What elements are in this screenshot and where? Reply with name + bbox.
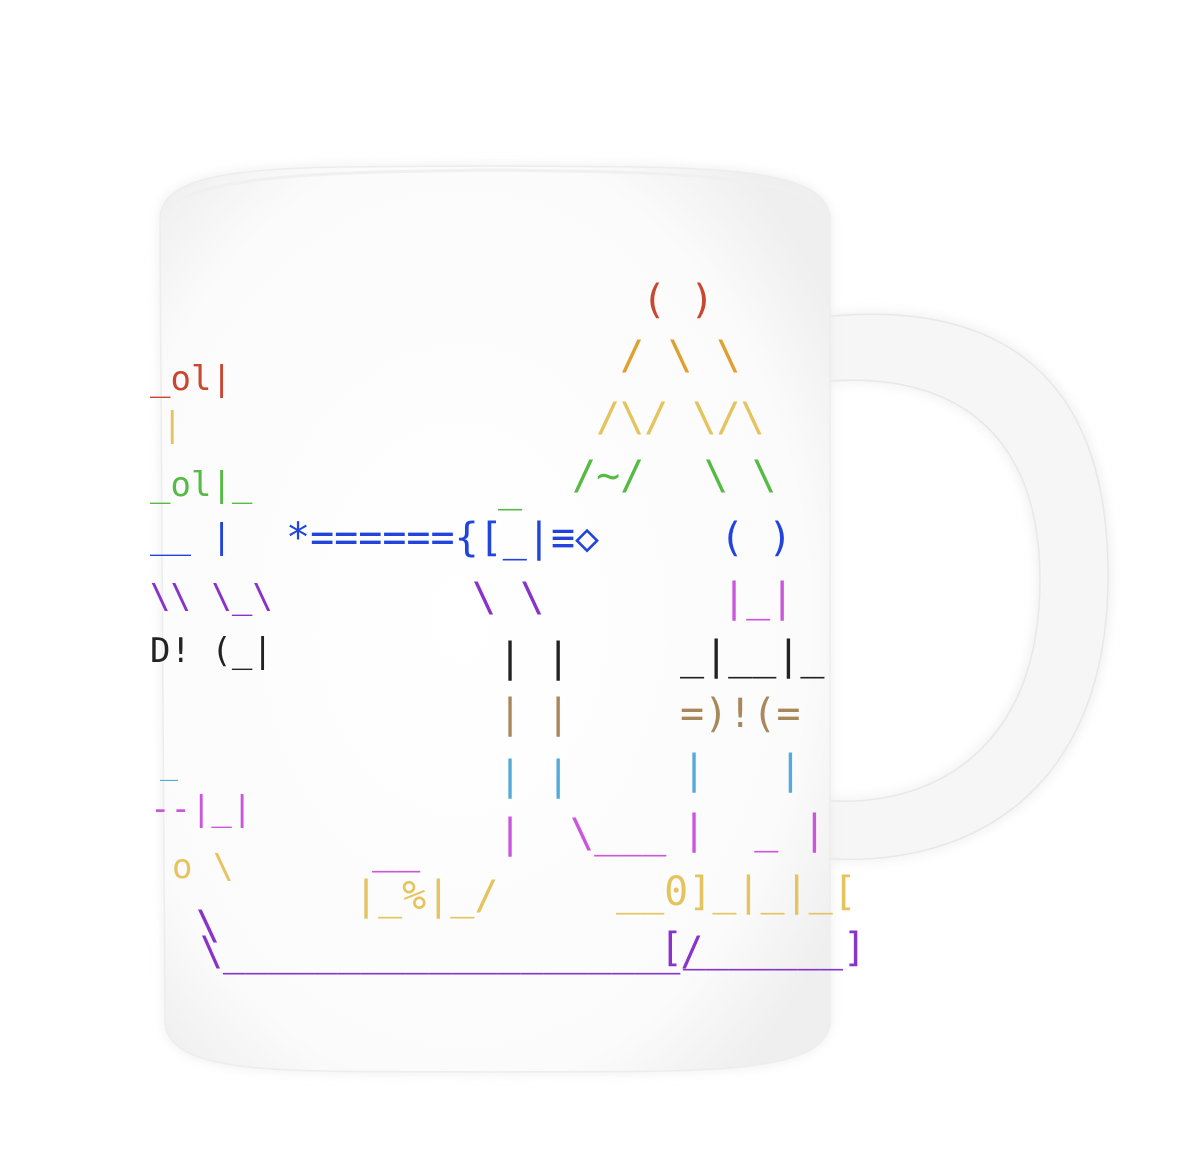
figure-arm-1: / \ \: [620, 333, 741, 379]
legs-1: \ \: [472, 575, 545, 621]
machine: __0]_|_|_[: [616, 869, 857, 915]
left-edge-line-1: _ol|: [150, 359, 232, 399]
baseline: \____________________/: [200, 929, 704, 975]
right-figure-legs-2: | _ |: [682, 807, 827, 853]
figure-hat: _: [498, 465, 523, 511]
figure-arm-3-right: \ \: [704, 453, 777, 499]
pot-top: __: [372, 827, 421, 873]
figure-arm-2: /\/ \/\: [596, 395, 765, 441]
figure-arm-3: /~/: [572, 453, 645, 499]
left-edge-line-6: D! (_|: [150, 631, 273, 671]
mug-body: [159, 165, 831, 1073]
weapon-line: *======{[_|≡◇: [286, 515, 600, 561]
left-leg: |: [498, 811, 523, 857]
left-edge-line-9: o \: [172, 847, 234, 887]
right-figure-head: ( ): [720, 515, 793, 561]
left-edge-line-10: \: [196, 903, 221, 949]
right-figure-gear: =)!(=: [680, 691, 801, 737]
legs-4: | |: [498, 753, 571, 799]
pot: |_%|_/: [354, 873, 499, 919]
right-foot: \___: [570, 811, 667, 857]
mug-rim: [164, 168, 824, 212]
left-edge-line-2: |: [162, 405, 183, 445]
left-edge-line-4: __ |: [150, 517, 232, 557]
legs-2: | |: [498, 635, 571, 681]
right-figure-bar: _|__|_: [680, 633, 825, 679]
right-figure-neck: |_|: [722, 575, 795, 621]
tray: [_______]: [660, 925, 866, 971]
left-edge-line-8: --|_|: [150, 789, 253, 829]
left-edge-line-5: \\ \_\: [150, 577, 273, 617]
figure-head: ( ): [642, 277, 715, 323]
right-figure-legs-1: | |: [682, 747, 803, 793]
mug-handle: [810, 313, 1110, 861]
left-edge-line-3: _ol|_: [150, 465, 253, 505]
left-edge-line-7: _: [160, 747, 179, 782]
legs-3: | |: [498, 691, 571, 737]
